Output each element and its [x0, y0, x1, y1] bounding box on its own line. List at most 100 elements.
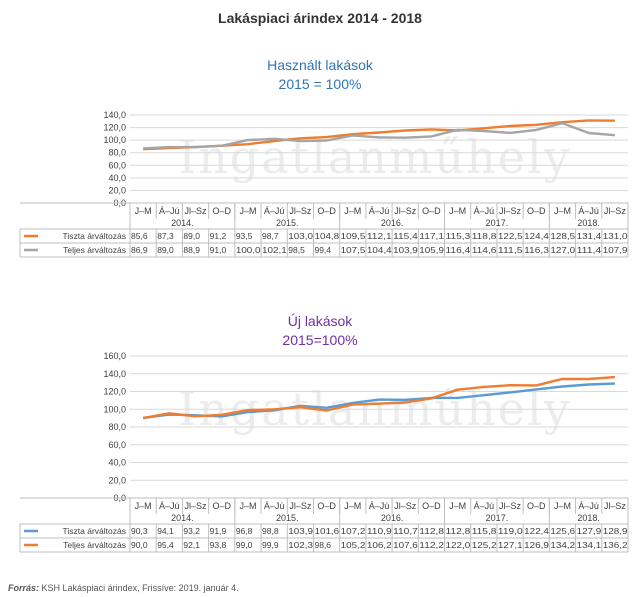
data-label: 110,9 — [367, 526, 392, 536]
data-label: 109,5 — [341, 231, 366, 241]
data-label: 91,9 — [210, 526, 227, 536]
data-label: 107,2 — [341, 526, 366, 536]
year-label: 2015. — [276, 218, 299, 228]
data-label: 103,9 — [393, 245, 418, 255]
data-label: 101,6 — [314, 526, 339, 536]
year-label: 2015. — [276, 513, 299, 523]
data-label: 88,9 — [183, 245, 200, 255]
y-tick-label: 20,0 — [108, 185, 126, 195]
data-label: 115,8 — [472, 526, 497, 536]
data-label: 89,0 — [183, 231, 200, 241]
x-tick-label: Jl–Sz — [185, 206, 208, 216]
data-label: 94,1 — [157, 526, 174, 536]
x-tick-label: Á–Jú — [578, 501, 599, 511]
watermark-top: Ingatlanműhely — [178, 130, 572, 184]
x-tick-label: Á–Jú — [578, 206, 599, 216]
legend-entry: Teljes árváltozás — [63, 245, 126, 255]
source-label: Forrás: — [8, 583, 40, 593]
source-note: Forrás: KSH Lakáspiaci árindex, Frissíve… — [8, 583, 239, 593]
series-line-2 — [143, 122, 616, 150]
data-label: 86,9 — [131, 245, 148, 255]
x-tick-label: Jl–Sz — [604, 206, 627, 216]
data-label: 93,5 — [236, 231, 253, 241]
source-text: KSH Lakáspiaci árindex, Frissíve: 2019. … — [41, 583, 239, 593]
x-tick-label: Jl–Sz — [394, 501, 417, 511]
chart1-title-block: Használt lakások 2015 = 100% — [0, 56, 640, 94]
data-label: 131,0 — [603, 231, 628, 241]
x-tick-label: Jl–Sz — [604, 501, 627, 511]
y-tick-label: 60,0 — [108, 160, 126, 170]
data-label: 107,9 — [603, 245, 628, 255]
data-label: 112,8 — [419, 526, 444, 536]
x-tick-label: J–M — [239, 206, 256, 216]
data-label: 112,1 — [367, 231, 392, 241]
year-label: 2018. — [577, 218, 600, 228]
x-tick-label: J–M — [554, 206, 571, 216]
data-label: 105,9 — [419, 245, 444, 255]
x-tick-label: O–D — [527, 501, 546, 511]
series-line-2 — [142, 375, 615, 420]
chart1-title: Használt lakások — [267, 57, 373, 73]
year-label: 2018. — [577, 513, 600, 523]
data-label: 122,0 — [446, 540, 471, 550]
data-label: 98,6 — [314, 540, 331, 550]
series-line-1 — [143, 119, 615, 151]
chart2-title-block: Új lakások 2015=100% — [0, 312, 640, 350]
x-tick-label: O–D — [527, 206, 546, 216]
x-tick-label: Á–Jú — [159, 206, 180, 216]
y-tick-label: 120,0 — [103, 123, 126, 133]
data-label: 134,1 — [577, 540, 602, 550]
chart-new-homes: 0,020,040,060,080,0100,0120,0140,0160,02… — [19, 351, 629, 553]
data-label: 136,2 — [603, 540, 628, 550]
year-label: 2017. — [486, 218, 509, 228]
data-label: 89,0 — [157, 245, 174, 255]
y-tick-label: 40,0 — [108, 173, 126, 183]
y-tick-label: 140,0 — [103, 369, 126, 379]
data-label: 111,4 — [577, 245, 602, 255]
x-tick-label: J–M — [239, 501, 256, 511]
data-label: 131,4 — [577, 231, 602, 241]
x-tick-label: Á–Jú — [369, 206, 390, 216]
x-tick-label: Jl–Sz — [499, 501, 522, 511]
x-tick-label: J–M — [135, 501, 152, 511]
x-tick-label: J–M — [449, 206, 466, 216]
data-label: 119,0 — [498, 526, 523, 536]
y-tick-label: 160,0 — [103, 351, 126, 361]
year-label: 2017. — [486, 513, 509, 523]
year-label: 2014. — [171, 513, 194, 523]
data-label: 115,3 — [446, 231, 471, 241]
data-label: 126,9 — [524, 540, 549, 550]
x-tick-label: Á–Jú — [474, 501, 495, 511]
data-label: 99,0 — [236, 540, 253, 550]
x-tick-label: Jl–Sz — [499, 206, 522, 216]
x-tick-label: Jl–Sz — [289, 501, 312, 511]
data-label: 118,8 — [472, 231, 497, 241]
data-label: 110,7 — [393, 526, 418, 536]
data-label: 99,4 — [314, 245, 331, 255]
data-label: 127,0 — [550, 245, 575, 255]
data-label: 98,5 — [288, 245, 305, 255]
data-label: 111,5 — [498, 245, 523, 255]
data-label: 93,2 — [183, 526, 200, 536]
data-label: 106,2 — [367, 540, 392, 550]
data-label: 92,1 — [183, 540, 200, 550]
data-label: 114,6 — [472, 245, 497, 255]
y-tick-label: 100,0 — [103, 135, 126, 145]
data-label: 107,5 — [341, 245, 366, 255]
legend-entry: Tiszta árváltozás — [63, 526, 126, 536]
x-tick-label: Á–Jú — [159, 501, 180, 511]
data-label: 112,2 — [419, 540, 444, 550]
data-label: 104,4 — [367, 245, 392, 255]
data-label: 128,5 — [550, 231, 575, 241]
x-tick-label: Á–Jú — [474, 206, 495, 216]
data-label: 125,6 — [550, 526, 575, 536]
x-tick-label: J–M — [554, 501, 571, 511]
data-label: 95,4 — [157, 540, 174, 550]
x-tick-label: Á–Jú — [369, 501, 390, 511]
data-label: 116,4 — [446, 245, 471, 255]
data-label: 100,0 — [236, 245, 261, 255]
chart2-title: Új lakások — [287, 313, 353, 329]
data-label: 85,6 — [131, 231, 148, 241]
x-tick-label: O–D — [317, 501, 336, 511]
data-label: 112,8 — [446, 526, 471, 536]
